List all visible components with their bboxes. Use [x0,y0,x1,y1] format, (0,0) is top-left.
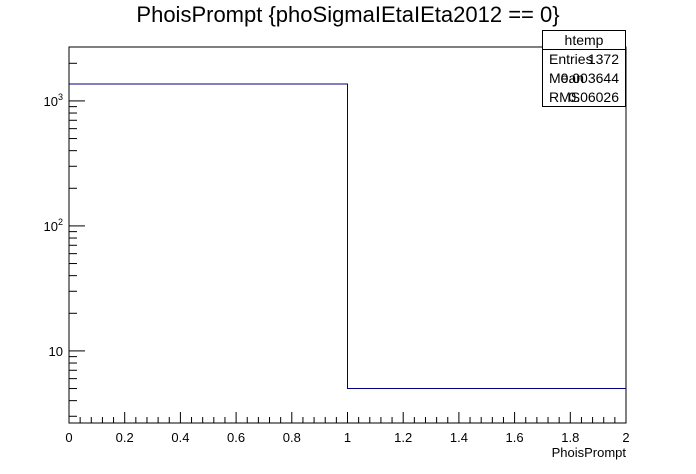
stats-value: 0.003644 [560,70,619,86]
histogram-series-line [69,83,626,390]
x-tick-label: 1.4 [450,430,468,445]
stats-row-rms: RMS 0.06026 [543,88,625,107]
stats-label: RMS [549,89,581,105]
x-tick-label: 1 [344,430,351,445]
x-tick-label: 0.6 [227,430,245,445]
stats-label: Mean [549,70,585,86]
stats-box: htemp Entries 1372 Mean 0.003644 RMS 0.0… [542,30,626,107]
stats-box-title: htemp [543,31,625,50]
x-tick-label: 0.4 [171,430,189,445]
x-tick-label: 0.2 [116,430,134,445]
x-tick-label: 1.2 [394,430,412,445]
x-tick-label: 2 [622,430,629,445]
x-tick-label: 0 [65,430,72,445]
x-tick-label: 1.8 [561,430,579,445]
stats-value: 0.06026 [568,89,619,105]
x-axis-label: PhoisPrompt [552,445,627,460]
stats-value: 1372 [587,51,619,67]
y-tick-label: 103 [44,92,63,109]
x-tick-label: 0.8 [283,430,301,445]
stats-label: Entries [549,51,593,67]
chart-title: PhoisPrompt {phoSigmaIEtaIEta2012 == 0} [136,2,560,27]
y-tick-label: 102 [44,217,63,234]
stats-row-mean: Mean 0.003644 [543,69,625,88]
x-tick-label: 1.6 [506,430,524,445]
stats-row-entries: Entries 1372 [543,50,625,69]
y-tick-label: 10 [49,344,63,359]
